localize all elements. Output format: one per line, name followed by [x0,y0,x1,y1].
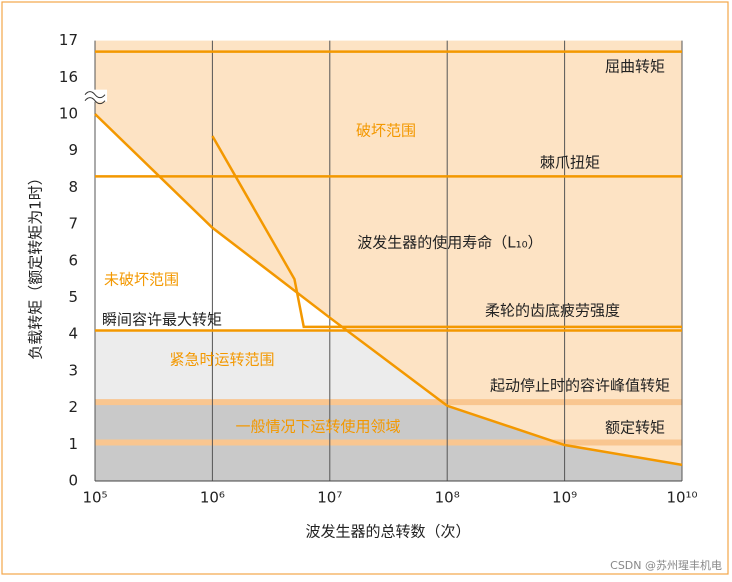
y-tick-label: 8 [68,178,78,196]
x-tick-label: 10⁸ [435,489,460,507]
y-axis-label: 负载转矩（额定转矩为1时） [27,170,45,360]
x-tick-label: 10⁵ [82,489,107,507]
y-tick-label: 17 [59,31,78,49]
y-tick-label: 0 [68,472,78,490]
annotation: 紧急时运转范围 [169,351,274,369]
y-tick-label: 7 [68,215,78,233]
annotation: 一般情况下运转使用领域 [235,418,400,436]
x-tick-label: 10⁹ [552,489,577,507]
annotation: 瞬间容许最大转矩 [102,311,222,329]
y-tick-label: 10 [59,105,78,123]
y-tick-label: 5 [68,288,78,306]
axis-break [84,91,106,99]
y-tick-label: 1 [68,435,78,453]
annotation: 额定转矩 [605,419,665,437]
y-tick-label: 4 [68,325,78,343]
annotation: 柔轮的齿底疲劳强度 [485,302,620,320]
x-tick-label: 10⁷ [317,489,342,507]
curve [211,135,682,329]
annotation: 波发生器的使用寿命（L₁₀） [357,234,542,252]
y-tick-label: 3 [68,361,78,379]
annotation: 棘爪扭矩 [540,154,600,172]
x-tick-label: 10¹⁰ [666,489,697,507]
annotation: 破坏范围 [356,122,416,140]
annotation: 起动停止时的容许峰值转矩 [490,377,670,395]
y-tick-label: 16 [59,68,78,86]
watermark: CSDN @苏州瑆丰机电 [610,558,722,572]
annotation: 屈曲转矩 [605,58,665,76]
axis-break [84,97,106,105]
y-tick-label: 2 [68,398,78,416]
annotation: 未破坏范围 [104,271,179,289]
x-tick-label: 10⁶ [200,489,225,507]
x-axis-label: 波发生器的总转数（次） [305,523,470,541]
curve [94,113,683,467]
axis-break-bg [83,89,107,102]
y-tick-label: 6 [68,251,78,269]
y-tick-label: 9 [68,141,78,159]
